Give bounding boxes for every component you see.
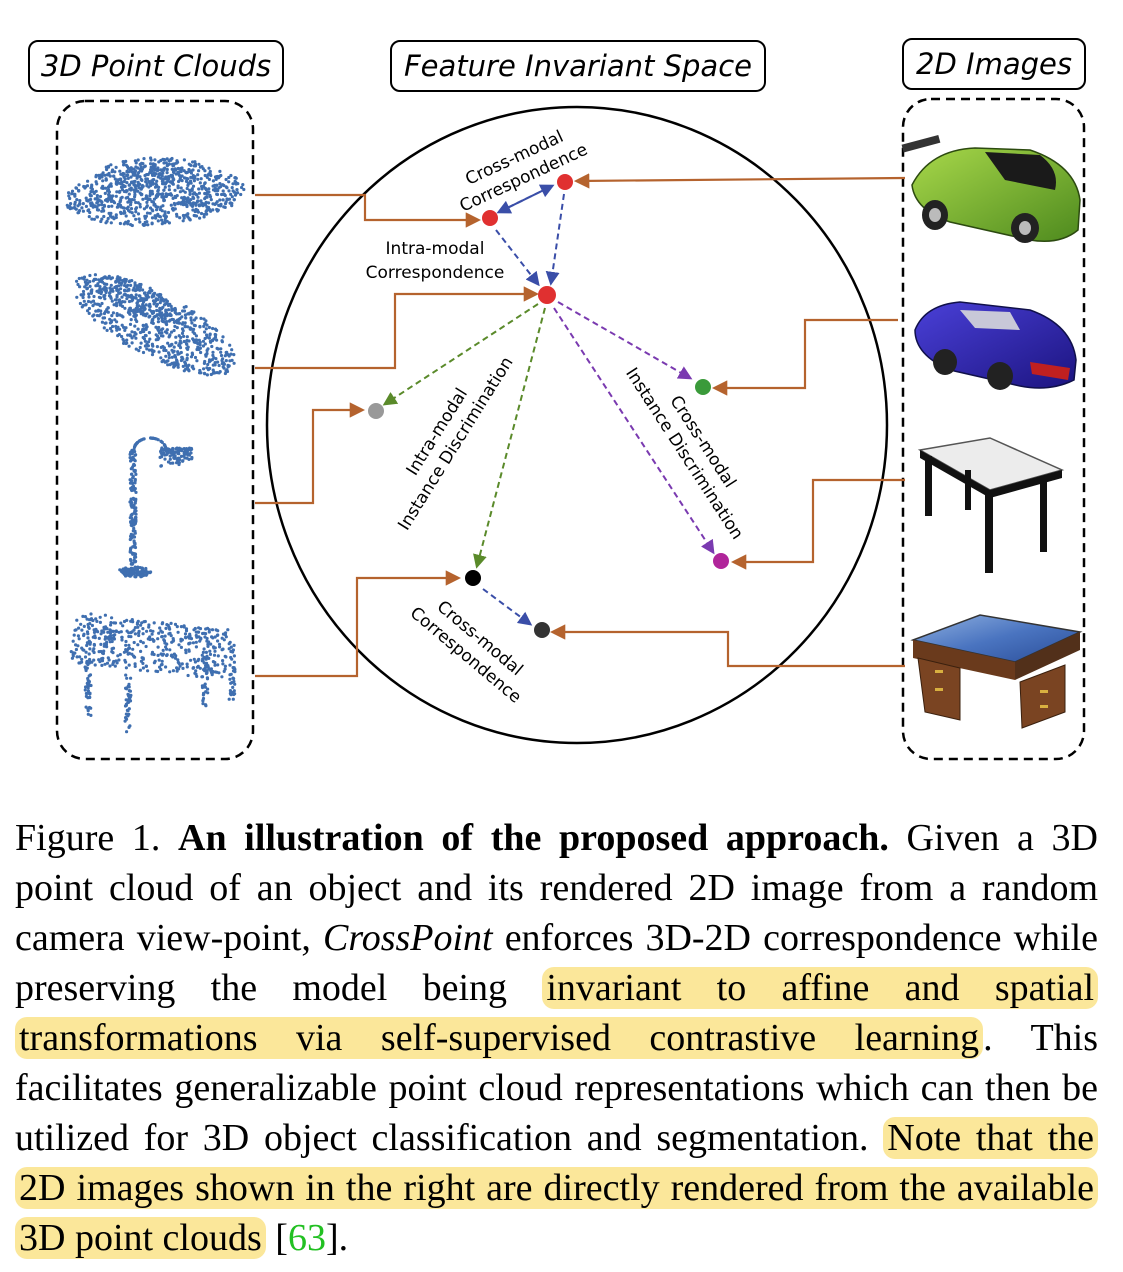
- caption-label: Figure 1.: [15, 817, 161, 859]
- figure-caption: Figure 1. An illustration of the propose…: [15, 813, 1099, 1263]
- caption-cite-close: ].: [325, 1217, 349, 1259]
- connectors-left: [255, 193, 540, 678]
- label-intra-modal-corr-1: Intra-modal: [386, 239, 485, 259]
- node-gray: [368, 403, 384, 419]
- caption-method-name: CrossPoint: [322, 917, 493, 959]
- connectors-right: [549, 173, 906, 668]
- caption-text-1: Given a 3D point cloud of an object and …: [15, 817, 1098, 959]
- caption-text-3: . This facilitates generalizable point c…: [15, 1017, 1098, 1159]
- header-3d-point-clouds: 3D Point Clouds: [28, 40, 284, 92]
- image-blue-car: [914, 301, 1077, 390]
- label-intra-modal-disc-2: Instance Discrimination: [394, 353, 517, 534]
- caption-citation-link[interactable]: 63: [287, 1217, 326, 1259]
- point-cloud-panel: [55, 99, 255, 761]
- approach-diagram: Cross-modal Correspondence Intra-modal C…: [55, 97, 1086, 761]
- header-2d-images: 2D Images: [902, 38, 1086, 90]
- node-dark-gray: [534, 622, 550, 638]
- point-cloud-table: [69, 612, 237, 734]
- header-feature-invariant-space: Feature Invariant Space: [390, 40, 766, 92]
- node-green: [695, 379, 711, 395]
- intra-modal-discrimination-arrows: [382, 303, 546, 569]
- point-cloud-car-2: [75, 273, 236, 377]
- image-white-table: [917, 437, 1065, 573]
- correspondence-arrows: [482, 184, 565, 626]
- node-purple: [713, 553, 729, 569]
- label-intra-modal-corr-2: Correspondence: [366, 263, 505, 283]
- point-cloud-car-1: [65, 156, 246, 228]
- node-red-center: [538, 286, 556, 304]
- image-panel: [901, 97, 1086, 761]
- node-black: [465, 570, 481, 586]
- caption-text-2: enforces 3D-2D correspondence while pres…: [15, 917, 1098, 1009]
- image-wooden-desk: [910, 614, 1083, 729]
- caption-cite-open: [: [265, 1217, 288, 1259]
- cross-modal-discrimination-arrows: [553, 301, 715, 555]
- label-cross-modal-disc-2: Instance Discrimination: [621, 364, 747, 543]
- node-red-top-right: [557, 174, 573, 190]
- caption-title: An illustration of the proposed approach…: [178, 817, 889, 859]
- image-green-car: [901, 134, 1081, 243]
- feature-space-circle: [265, 105, 889, 745]
- node-red-top-left: [482, 210, 498, 226]
- point-cloud-lamp: [118, 436, 194, 579]
